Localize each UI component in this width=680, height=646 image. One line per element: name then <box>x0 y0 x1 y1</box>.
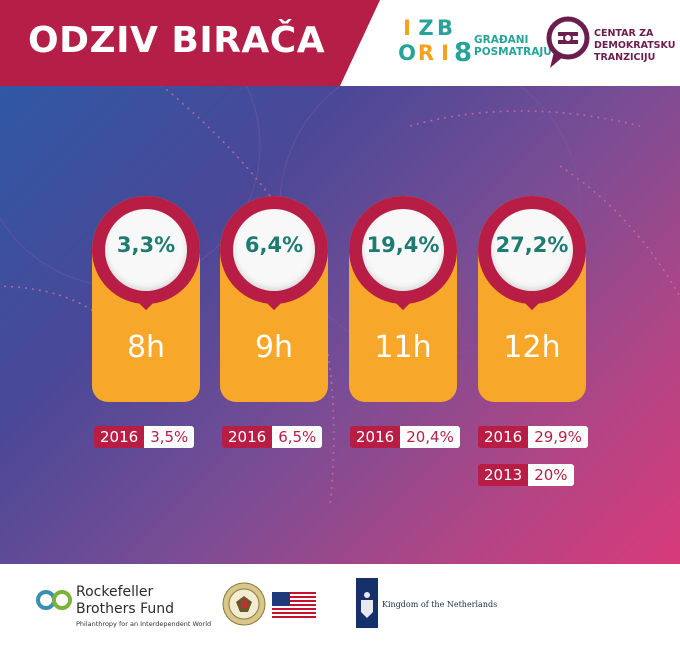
comparison-value: 29,9% <box>528 426 588 448</box>
turnout-hour: 12h <box>503 330 561 365</box>
header: ODZIV BIRAČA I Z B O R I 8 GRAĐANI POSMA… <box>0 0 680 86</box>
percent-circle: 19,4% <box>362 209 444 291</box>
cdt-line-1: CENTAR ZA <box>594 28 654 39</box>
cdt-line-3: TRANZICIJU <box>594 52 656 63</box>
netherlands-text: Kingdom of the Netherlands <box>382 600 498 609</box>
us-flag-icon <box>272 592 316 618</box>
izbori-tagline-1: GRAĐANI <box>474 34 529 46</box>
cdt-speech-bubble-icon <box>546 16 590 68</box>
turnout-card: 3,3% 8h <box>92 196 200 402</box>
izbori-letter: R <box>417 41 435 65</box>
netherlands-crest-icon <box>356 578 378 628</box>
comparison-year: 2016 <box>222 426 273 448</box>
rbf-name: Rockefeller Brothers Fund <box>76 584 174 618</box>
cdt-text: CENTAR ZA DEMOKRATSKU TRANZICIJU <box>594 28 675 64</box>
comparison-value: 3,5% <box>144 426 195 448</box>
turnout-card: 27,2% 12h <box>478 196 586 402</box>
comparison-badge: 2013 20% <box>478 464 574 486</box>
rbf-name-1: Rockefeller <box>76 584 154 600</box>
turnout-hour: 8h <box>126 330 166 365</box>
izbori-letter: O <box>398 41 416 65</box>
comparison-year: 2016 <box>478 426 529 448</box>
izbori-digit: 8 <box>454 38 473 68</box>
comparison-badge: 2016 20,4% <box>350 426 460 448</box>
izbori-tagline-2: POSMATRAJU <box>474 46 552 58</box>
us-embassy-seal-icon <box>222 582 266 626</box>
izbori-letter: Z <box>418 16 434 40</box>
comparison-value: 20% <box>528 464 574 486</box>
title-band <box>0 0 380 86</box>
izbori-letter: I <box>441 41 449 65</box>
page-title: ODZIV BIRAČA <box>28 20 326 61</box>
percent-circle: 27,2% <box>491 209 573 291</box>
turnout-card: 6,4% 9h <box>220 196 328 402</box>
izbori-letter: I <box>403 16 411 40</box>
turnout-hour: 11h <box>374 330 432 365</box>
turnout-percent: 19,4% <box>366 233 440 257</box>
comparison-year: 2016 <box>94 426 145 448</box>
izbori-tagline: GRAĐANI POSMATRAJU <box>474 34 552 58</box>
turnout-percent: 3,3% <box>116 233 176 257</box>
turnout-card: 19,4% 11h <box>349 196 457 402</box>
comparison-year: 2013 <box>478 464 529 486</box>
rbf-tagline: Philanthropy for an Interdependent World <box>76 620 212 628</box>
turnout-percent: 27,2% <box>495 233 569 257</box>
comparison-badge: 2016 6,5% <box>222 426 323 448</box>
rbf-name-2: Brothers Fund <box>76 601 175 617</box>
turnout-hour: 9h <box>254 330 294 365</box>
izbori-letter: B <box>436 16 453 40</box>
comparison-year: 2016 <box>350 426 401 448</box>
comparison-value: 20,4% <box>400 426 460 448</box>
percent-circle: 6,4% <box>233 209 315 291</box>
comparison-value: 6,5% <box>272 426 323 448</box>
main-panel: 3,3% 8h 6,4% 9h 19,4% 11h 27,2% 12h 2016… <box>0 86 680 564</box>
turnout-percent: 6,4% <box>244 233 304 257</box>
comparison-badge: 2016 3,5% <box>94 426 195 448</box>
footer: Rockefeller Brothers Fund Philanthropy f… <box>0 564 680 646</box>
izbori-logo: I Z B O R I 8 GRAĐANI POSMATRAJU <box>398 16 552 68</box>
percent-circle: 3,3% <box>105 209 187 291</box>
cdt-line-2: DEMOKRATSKU <box>594 40 676 51</box>
cdt-logo: CENTAR ZA DEMOKRATSKU TRANZICIJU <box>546 16 676 76</box>
rbf-infinity-icon <box>36 590 72 610</box>
comparison-badge: 2016 29,9% <box>478 426 588 448</box>
